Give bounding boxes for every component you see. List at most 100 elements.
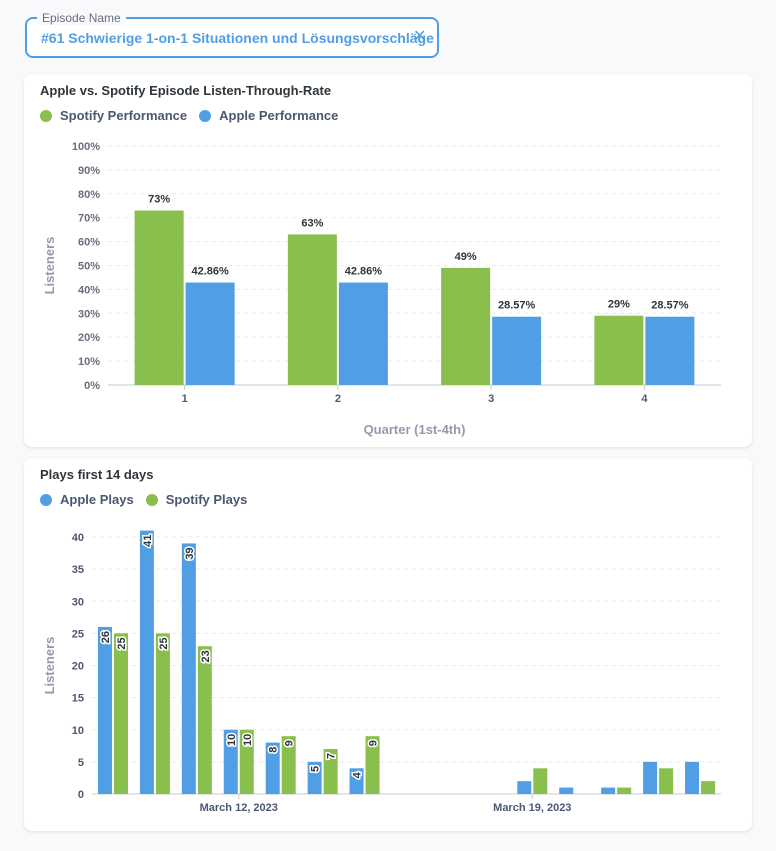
y-tick-label: 35 xyxy=(72,564,84,576)
legend-item-apple-performance[interactable]: Apple Performance xyxy=(199,108,338,123)
listen-through-rate-card: Apple vs. Spotify Episode Listen-Through… xyxy=(24,74,752,447)
y-tick-label: 20% xyxy=(78,332,100,344)
legend-label: Apple Plays xyxy=(60,492,134,507)
data-label: 29% xyxy=(608,299,630,311)
data-label: 23 xyxy=(200,650,212,662)
data-label: 63% xyxy=(301,217,323,229)
y-tick-label: 30 xyxy=(72,596,84,608)
data-label: 4 xyxy=(352,771,364,778)
bar xyxy=(441,267,491,385)
y-tick-label: 50% xyxy=(78,261,100,273)
bar xyxy=(617,787,632,794)
y-axis-label: Listeners xyxy=(42,637,57,695)
data-label: 39 xyxy=(184,547,196,559)
bar xyxy=(349,768,364,794)
bar xyxy=(181,543,196,794)
legend-label: Spotify Performance xyxy=(60,108,188,123)
legend-label: Spotify Plays xyxy=(165,492,248,507)
legend-dot-blue xyxy=(40,493,52,506)
episode-name-filter[interactable]: Episode Name #61 Schwierige 1-on-1 Situa… xyxy=(25,11,439,58)
bar xyxy=(287,234,337,385)
legend-item-spotify-performance[interactable]: Spotify Performance xyxy=(40,108,187,123)
legend-dot-green xyxy=(40,109,52,122)
listen-through-rate-chart: 0% 10% 20% 30% 40% 50% 60% 70% 80% 90% 100% 1 73% 42.… xyxy=(42,141,721,437)
data-label: 25 xyxy=(158,637,170,649)
x-tick-label: March 12, 2023 xyxy=(200,802,278,814)
x-tick-label: 3 xyxy=(488,393,494,405)
bar xyxy=(307,761,322,794)
data-label: 9 xyxy=(284,740,296,746)
legend-label: Apple Performance xyxy=(219,108,339,123)
bar xyxy=(134,210,184,385)
legend-item-apple-plays[interactable]: Apple Plays xyxy=(40,492,134,507)
y-tick-label: 80% xyxy=(78,189,100,201)
bar xyxy=(223,729,238,794)
bar xyxy=(265,742,280,794)
bar xyxy=(517,781,532,794)
chart-legend: Spotify Performance Apple Performance xyxy=(40,108,338,123)
data-label: 42.86% xyxy=(345,266,383,278)
data-label: 28.57% xyxy=(498,300,536,312)
bar xyxy=(155,633,170,794)
y-tick-label: 30% xyxy=(78,308,100,320)
bar xyxy=(492,316,542,385)
y-tick-label: 40% xyxy=(78,284,100,296)
bar xyxy=(645,316,695,385)
data-label: 7 xyxy=(326,753,338,759)
y-tick-label: 5 xyxy=(78,757,84,769)
data-label: 28.57% xyxy=(651,300,689,312)
x-axis-label: Quarter (1st-4th) xyxy=(364,422,466,437)
y-tick-label: 90% xyxy=(78,165,100,177)
data-label: 41 xyxy=(142,535,154,547)
data-label: 73% xyxy=(148,194,170,206)
x-tick-label: 1 xyxy=(182,393,188,405)
data-label: 49% xyxy=(455,251,477,263)
chart-legend: Apple Plays Spotify Plays xyxy=(40,492,247,507)
data-label: 9 xyxy=(368,740,380,746)
y-tick-label: 70% xyxy=(78,213,100,225)
bar xyxy=(594,315,644,385)
y-tick-label: 10% xyxy=(78,356,100,368)
data-label: 25 xyxy=(116,637,128,649)
data-label: 5 xyxy=(310,766,322,772)
y-tick-label: 60% xyxy=(78,237,100,249)
bar xyxy=(533,768,548,794)
y-tick-label: 100% xyxy=(72,141,100,153)
legend-dot-blue xyxy=(199,109,212,122)
bar xyxy=(113,633,128,794)
y-tick-label: 10 xyxy=(72,725,84,737)
bar xyxy=(643,761,658,794)
y-tick-label: 25 xyxy=(72,628,84,640)
data-label: 10 xyxy=(226,734,238,746)
filter-value[interactable]: #61 Schwierige 1-on-1 Situationen und Lö… xyxy=(41,30,434,46)
plays-first-14-days-card: Plays first 14 days Apple Plays Spotify … xyxy=(24,458,752,831)
data-label: 42.86% xyxy=(191,266,229,278)
bar xyxy=(701,781,716,794)
legend-item-spotify-plays[interactable]: Spotify Plays xyxy=(145,492,248,507)
bar xyxy=(139,530,154,794)
bar xyxy=(601,787,616,794)
bar xyxy=(239,729,254,794)
y-axis-label: Listeners xyxy=(42,237,57,295)
y-tick-label: 0 xyxy=(78,789,84,801)
filter-legend: Episode Name xyxy=(37,11,126,25)
close-icon[interactable]: ✕ xyxy=(413,28,427,45)
x-tick-label: 2 xyxy=(335,393,341,405)
bar xyxy=(281,736,296,794)
y-tick-label: 0% xyxy=(84,380,100,392)
data-label: 26 xyxy=(100,631,112,643)
y-tick-label: 40 xyxy=(72,532,84,544)
bar xyxy=(185,282,235,385)
bar xyxy=(338,282,388,385)
x-tick-label: 4 xyxy=(641,393,648,405)
legend-dot-green xyxy=(145,493,158,506)
y-tick-label: 20 xyxy=(72,661,84,673)
data-label: 10 xyxy=(242,734,254,746)
chart-title: Apple vs. Spotify Episode Listen-Through… xyxy=(40,83,332,98)
bar xyxy=(197,646,212,794)
y-tick-label: 15 xyxy=(72,693,84,705)
data-label: 8 xyxy=(268,747,280,753)
bar xyxy=(97,626,112,794)
bar xyxy=(323,749,338,794)
